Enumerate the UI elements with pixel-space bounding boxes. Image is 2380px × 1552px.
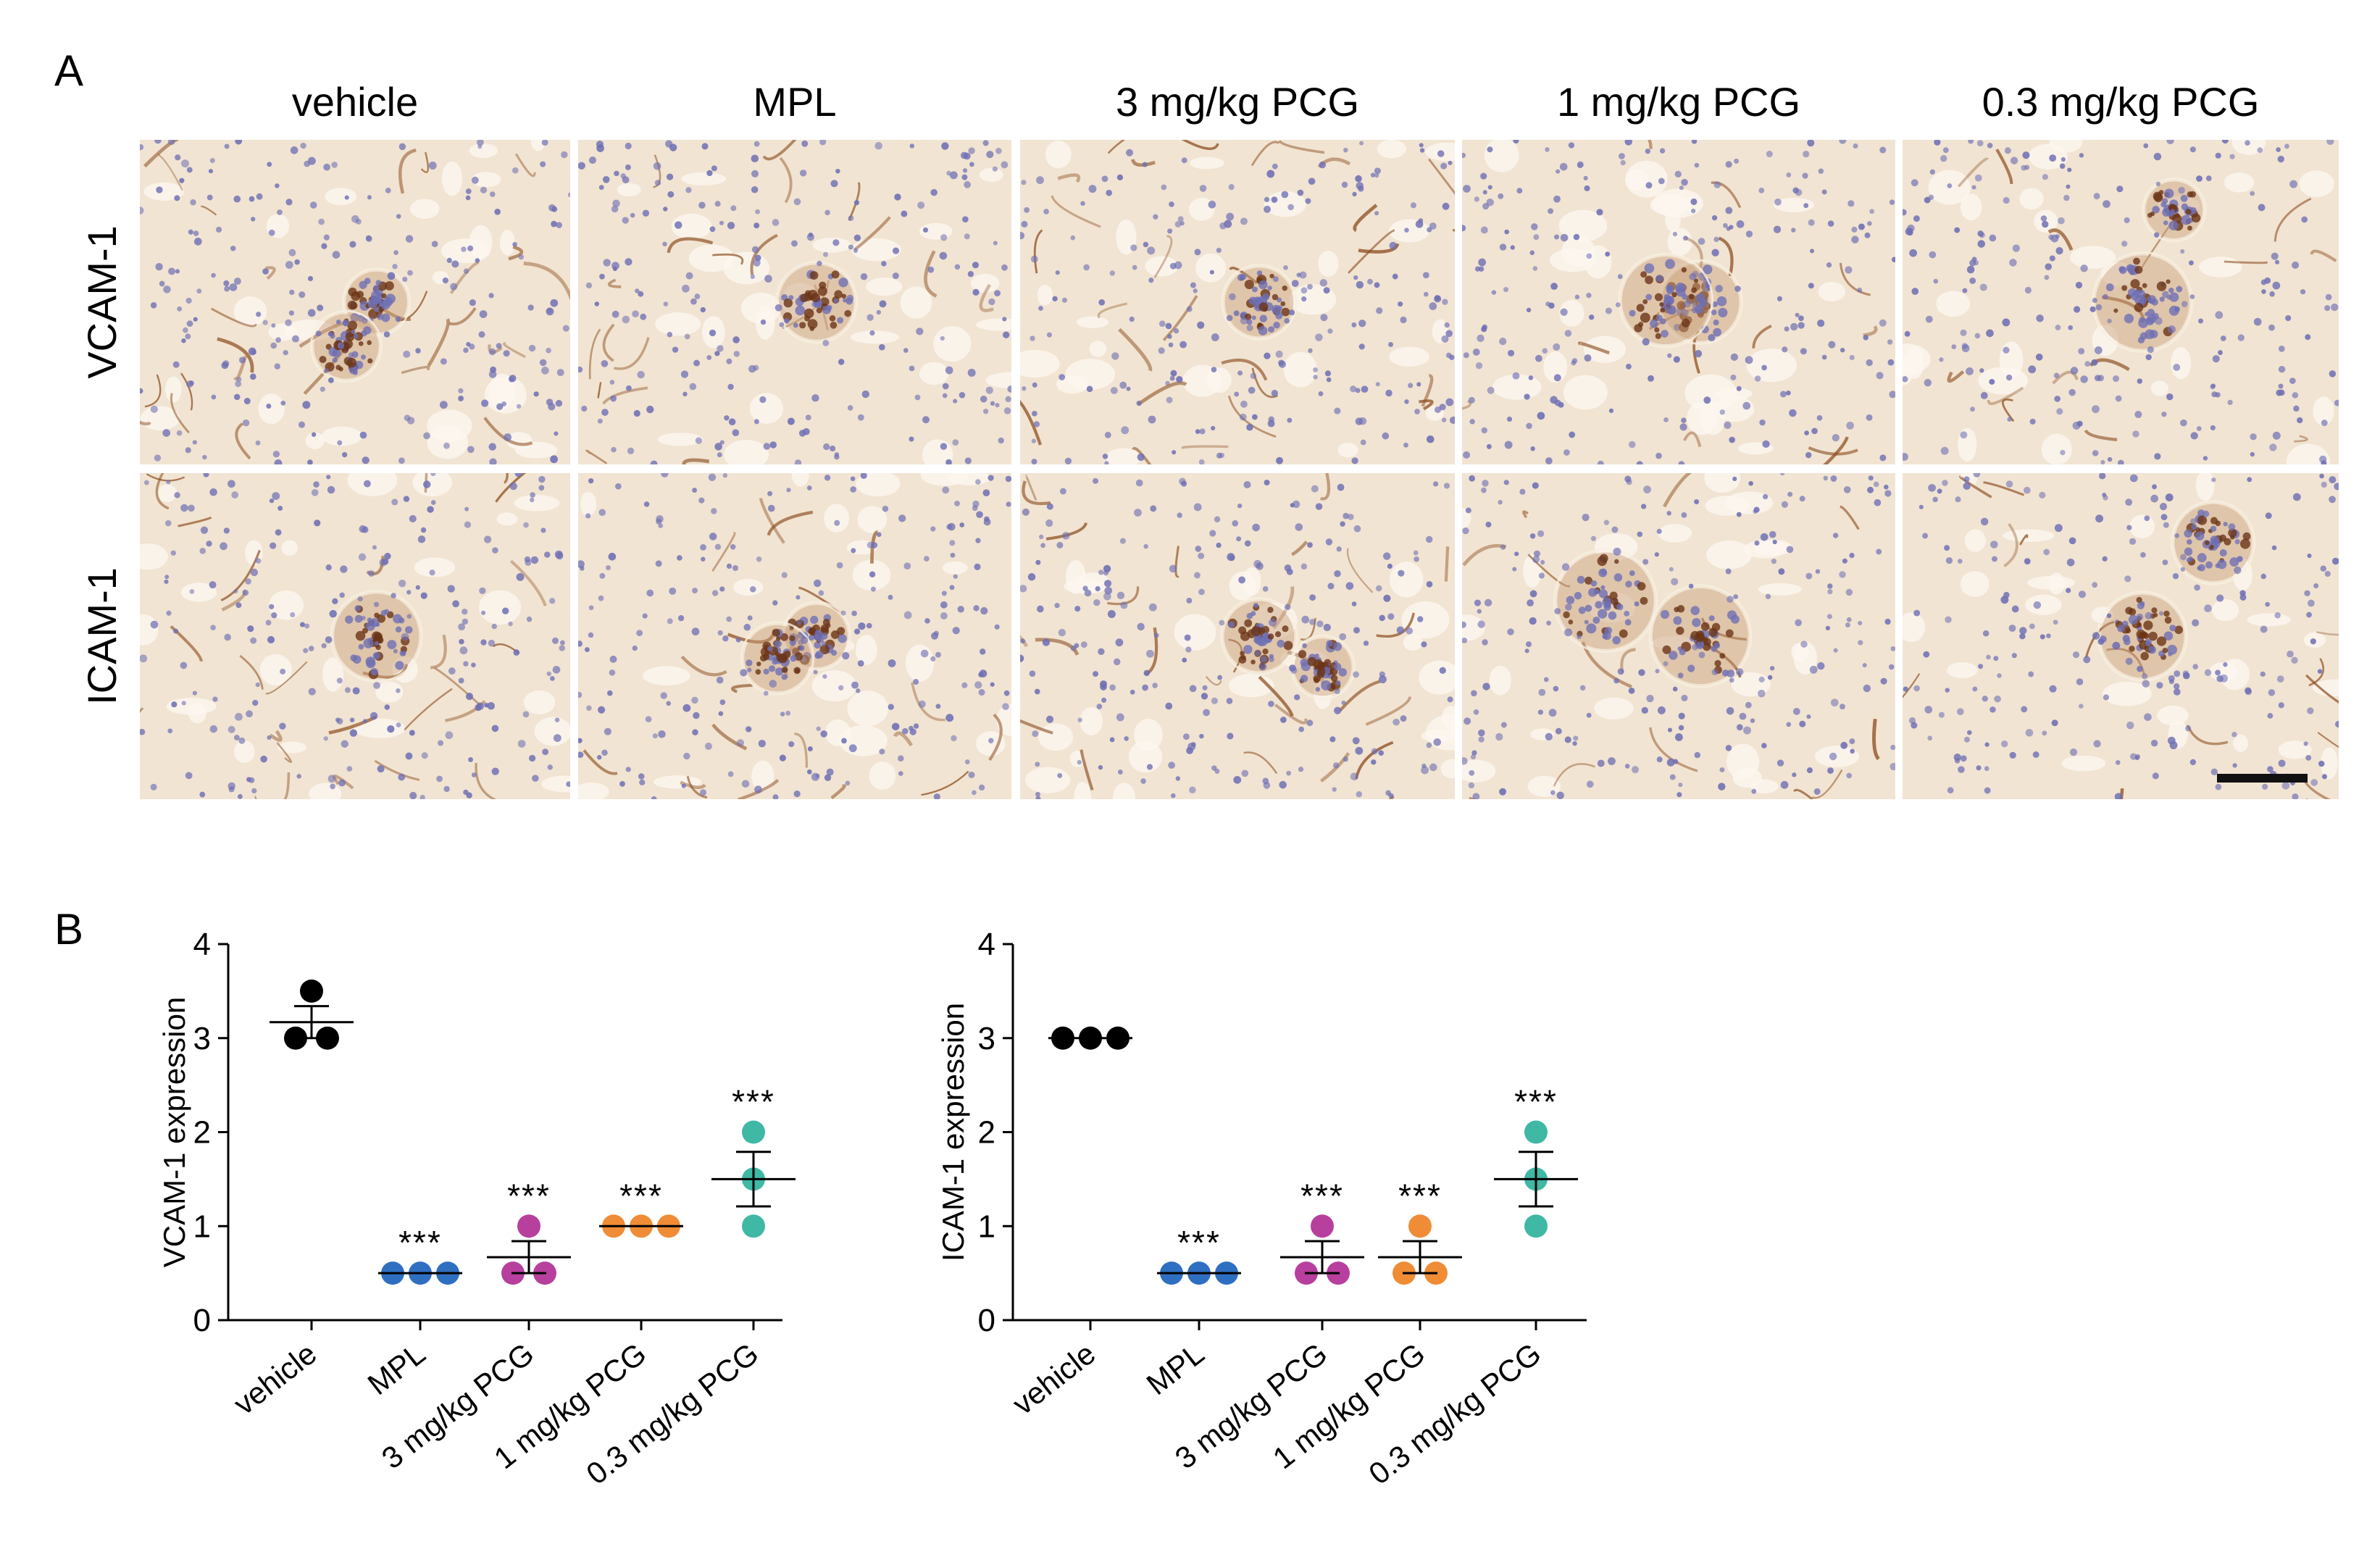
group-0-3-mg-kg-pcg: 0.3 mg/kg PCG*** — [580, 1083, 796, 1491]
group-mpl: MPL *** — [362, 1224, 462, 1401]
y-tick-label: 0 — [978, 1303, 995, 1338]
group-mpl: MPL *** — [1140, 1224, 1241, 1401]
data-point — [1524, 1120, 1548, 1144]
micrograph-vcam-1-mpl — [578, 140, 1011, 464]
panel-b-label: B — [54, 905, 83, 954]
y-tick-label: 4 — [193, 927, 211, 962]
significance-label: *** — [1398, 1177, 1442, 1214]
column-header-1-mg-kg-pcg: 1 mg/kg PCG — [1557, 79, 1800, 125]
x-tick-label: vehicle — [227, 1336, 323, 1422]
row-label-vcam-1: VCAM-1 — [79, 225, 125, 379]
micrograph-vcam-1-0-3-mg-kg-pcg — [1903, 140, 2339, 464]
micrograph-icam-1-mpl — [578, 473, 1011, 799]
significance-label: *** — [507, 1177, 551, 1214]
micrograph-icam-1-1-mg-kg-pcg — [1462, 473, 1895, 799]
column-header-vehicle: vehicle — [292, 79, 418, 125]
column-header-3-mg-kg-pcg: 3 mg/kg PCG — [1116, 79, 1359, 125]
y-tick-label: 3 — [978, 1021, 995, 1056]
micrograph-icam-1-0-3-mg-kg-pcg — [1903, 473, 2339, 799]
y-axis-label: ICAM-1 expression — [936, 1003, 970, 1261]
micrograph-row-labels: VCAM-1 ICAM-1 — [79, 225, 125, 705]
panel-a-label: A — [54, 46, 83, 95]
tissue-texture — [1020, 140, 1455, 464]
group-vehicle: vehicle — [1006, 1026, 1132, 1422]
data-point — [1524, 1214, 1548, 1238]
tissue-texture — [1020, 473, 1455, 799]
tissue-background — [140, 473, 570, 799]
significance-label: *** — [398, 1224, 442, 1261]
micrograph-icam-1-3-mg-kg-pcg — [1020, 473, 1455, 799]
data-point — [300, 979, 323, 1003]
column-header-mpl: MPL — [753, 79, 836, 125]
x-tick-label: MPL — [1140, 1336, 1211, 1401]
significance-label: *** — [1300, 1177, 1344, 1214]
y-tick-label: 1 — [978, 1209, 995, 1244]
micrograph-icam-1-vehicle — [140, 473, 570, 799]
tissue-texture — [578, 473, 1011, 799]
x-tick-label: vehicle — [1006, 1336, 1102, 1422]
group-vehicle: vehicle — [227, 979, 354, 1422]
tissue-background — [1020, 140, 1455, 464]
data-point — [1408, 1214, 1432, 1238]
tissue-background — [1903, 473, 2339, 799]
significance-label: *** — [619, 1177, 663, 1214]
scale-bar — [2217, 774, 2308, 783]
tissue-texture — [578, 140, 1011, 464]
x-tick-label: MPL — [362, 1336, 432, 1401]
y-tick-label: 0 — [193, 1303, 211, 1338]
column-header-0-3-mg-kg-pcg: 0.3 mg/kg PCG — [1982, 79, 2260, 125]
tissue-texture — [1903, 473, 2339, 799]
micrograph-grid — [140, 140, 2339, 799]
y-tick-label: 4 — [978, 927, 995, 962]
y-tick-label: 2 — [978, 1115, 995, 1151]
tissue-texture — [140, 473, 570, 799]
y-tick-label: 3 — [193, 1021, 211, 1056]
group-0-3-mg-kg-pcg: 0.3 mg/kg PCG*** — [1362, 1083, 1578, 1491]
y-axis-label: VCAM-1 expression — [157, 997, 191, 1267]
data-point — [517, 1214, 540, 1238]
significance-label: *** — [732, 1083, 775, 1121]
tissue-texture — [1462, 473, 1895, 799]
significance-label: *** — [1514, 1083, 1558, 1121]
micrograph-vcam-1-1-mg-kg-pcg — [1462, 140, 1895, 464]
tissue-texture — [1903, 140, 2339, 464]
significance-label: *** — [1177, 1224, 1221, 1261]
tissue-texture — [140, 140, 570, 464]
tissue-texture — [1462, 140, 1895, 464]
row-label-icam-1: ICAM-1 — [79, 567, 125, 705]
y-tick-label: 2 — [193, 1115, 211, 1151]
micrograph-vcam-1-vehicle — [140, 140, 570, 464]
data-point — [1311, 1214, 1334, 1238]
y-tick-label: 1 — [193, 1209, 211, 1244]
micrograph-column-headers: vehicle MPL 3 mg/kg PCG 1 mg/kg PCG 0.3 mg/k… — [292, 79, 2260, 125]
data-point — [742, 1214, 765, 1238]
micrograph-vcam-1-3-mg-kg-pcg — [1020, 140, 1455, 464]
data-point — [742, 1120, 765, 1144]
